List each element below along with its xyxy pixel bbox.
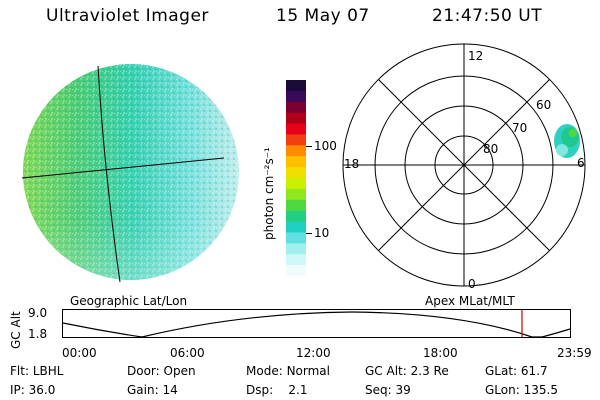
polar-caption: Apex MLat/MLT — [425, 294, 515, 308]
altitude-ytick-bottom: 1.8 — [28, 327, 48, 341]
polar-diagonal-2 — [378, 79, 550, 251]
status-gain: Gain: 14 — [127, 383, 178, 397]
colorbar-segment — [286, 178, 306, 190]
colorbar-segment — [286, 145, 306, 157]
mlat-label-70: 70 — [512, 121, 527, 135]
colorbar-segment — [286, 265, 306, 277]
colorbar-unit-label: photon cm⁻²s⁻¹ — [262, 147, 276, 240]
colorbar-gradient — [286, 80, 306, 277]
colorbar-label-10: 10 — [314, 226, 330, 240]
xtick-1800: 18:00 — [423, 346, 458, 360]
status-glon: GLon: 135.5 — [485, 383, 558, 397]
date-label: 15 May 07 — [276, 6, 370, 26]
status-flt: Flt: LBHL — [10, 364, 64, 378]
status-seq: Seq: 39 — [365, 383, 411, 397]
altitude-ytick-top: 9.0 — [28, 306, 48, 320]
polar-plot: 12 18 6 0 60 70 80 — [342, 43, 586, 291]
mlat-label-80: 80 — [483, 142, 498, 156]
status-gc-alt: GC Alt: 2.3 Re — [365, 364, 449, 378]
xtick-2359: 23:59 — [557, 346, 592, 360]
mlt-label-0: 0 — [468, 277, 476, 291]
colorbar-segment — [286, 134, 306, 146]
status-mode: Mode: Normal — [246, 364, 330, 378]
status-ip: IP: 36.0 — [10, 383, 56, 397]
altitude-curve — [62, 311, 571, 338]
colorbar-segment — [286, 123, 306, 135]
mlt-label-18: 18 — [344, 157, 359, 171]
colorbar-segment — [286, 243, 306, 255]
colorbar-segment — [286, 199, 306, 212]
globe-caption: Geographic Lat/Lon — [70, 294, 188, 308]
instrument-title: Ultraviolet Imager — [46, 6, 209, 26]
status-dsp: Dsp: 2.1 — [246, 383, 308, 397]
altitude-plot-frame — [62, 309, 571, 338]
polar-aurora-patch — [554, 124, 580, 158]
colorbar-segment — [286, 90, 306, 103]
status-door: Door: Open — [127, 364, 196, 378]
uv-globe-image — [21, 64, 239, 283]
status-glat: GLat: 61.7 — [485, 364, 548, 378]
colorbar-segment — [286, 210, 306, 223]
colorbar-segment — [286, 156, 306, 168]
altitude-plot — [62, 309, 571, 338]
colorbar-segment — [286, 188, 306, 201]
colorbar-segment — [286, 80, 306, 92]
colorbar-label-100: 100 — [314, 139, 337, 153]
colorbar-tick-10 — [306, 233, 312, 234]
colorbar-segment — [286, 101, 306, 114]
colorbar-segment — [286, 221, 306, 233]
altitude-ylabel: GC Alt — [9, 311, 23, 349]
xtick-1200: 12:00 — [296, 346, 331, 360]
mlt-label-6: 6 — [577, 156, 585, 170]
colorbar-tick-100 — [306, 146, 312, 147]
colorbar — [286, 80, 306, 277]
colorbar-segment — [286, 112, 306, 125]
mlat-label-60: 60 — [536, 98, 551, 112]
xtick-0000: 00:00 — [62, 346, 97, 360]
colorbar-segment — [286, 254, 306, 266]
time-label: 21:47:50 UT — [432, 6, 543, 26]
xtick-0600: 06:00 — [170, 346, 205, 360]
colorbar-segment — [286, 167, 306, 179]
mlt-label-12: 12 — [468, 49, 483, 63]
colorbar-segment — [286, 232, 306, 244]
